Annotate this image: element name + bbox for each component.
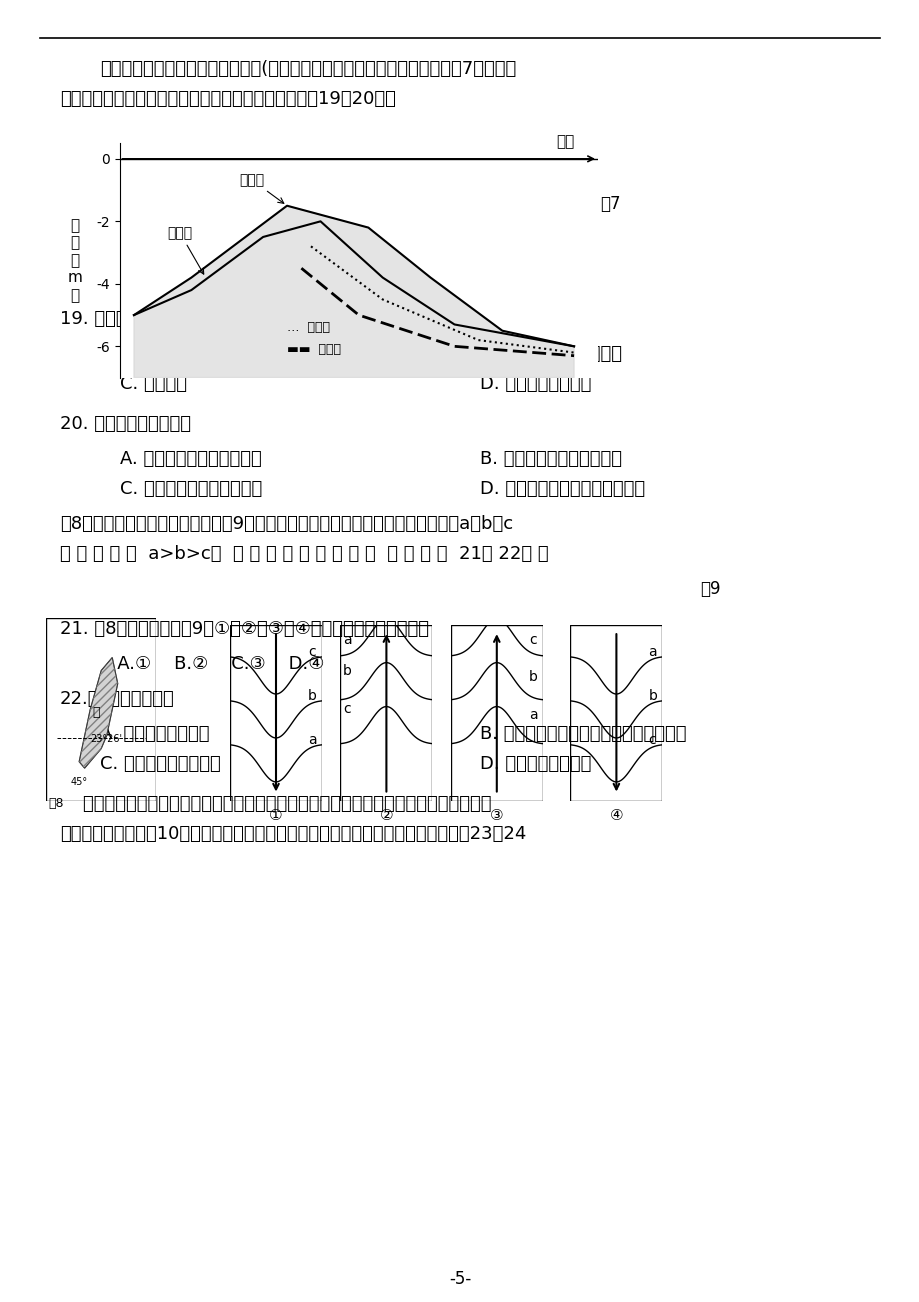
Line: 细泥沙: 细泥沙 bbox=[301, 268, 573, 355]
Text: A.①    B.②    C.③    D.④: A.① B.② C.③ D.④ bbox=[100, 655, 324, 673]
细泥沙 bbox=[568, 348, 579, 363]
Text: 22.甲处洋流的影响是: 22.甲处洋流的影响是 bbox=[60, 690, 175, 708]
Text: 图8: 图8 bbox=[48, 797, 63, 810]
Text: 45°: 45° bbox=[71, 777, 87, 788]
Text: b: b bbox=[308, 689, 317, 703]
Text: D. 海水堆积作用增强: D. 海水堆积作用增强 bbox=[480, 375, 591, 393]
Text: ③: ③ bbox=[490, 807, 503, 823]
Text: ①: ① bbox=[269, 807, 282, 823]
Line: 粗泥沙: 粗泥沙 bbox=[311, 246, 573, 353]
Text: 甲: 甲 bbox=[92, 706, 99, 719]
Text: a: a bbox=[528, 708, 537, 723]
Text: 拦门沙是位于河口区的泥沙堆积体(沙坎），受径流与海洋共同作用形成。图7为我国某: 拦门沙是位于河口区的泥沙堆积体(沙坎），受径流与海洋共同作用形成。图7为我国某 bbox=[100, 60, 516, 78]
Text: c: c bbox=[308, 646, 315, 659]
Text: …  粗泥沙: … 粗泥沙 bbox=[287, 320, 330, 333]
Text: C. 高度降低: C. 高度降低 bbox=[119, 375, 187, 393]
Text: B. 加剧海水倒灌，侵蚀海岸: B. 加剧海水倒灌，侵蚀海岸 bbox=[480, 450, 621, 467]
Polygon shape bbox=[134, 206, 573, 378]
Text: 图9: 图9 bbox=[699, 579, 720, 598]
Text: 19. 从甲时期到乙时期，拦门沙: 19. 从甲时期到乙时期，拦门沙 bbox=[60, 310, 223, 328]
Text: a: a bbox=[343, 633, 351, 647]
Y-axis label: 水
深
（
m
）: 水 深 （ m ） bbox=[68, 219, 83, 302]
粗泥沙 bbox=[305, 238, 316, 254]
Text: B. 粗泥沙位置没有明显变化: B. 粗泥沙位置没有明显变化 bbox=[480, 345, 621, 363]
Text: c: c bbox=[528, 633, 536, 647]
Text: 图7: 图7 bbox=[599, 195, 619, 214]
Text: ▬▬  细泥沙: ▬▬ 细泥沙 bbox=[287, 342, 341, 355]
Text: b: b bbox=[648, 689, 657, 703]
Text: -5-: -5- bbox=[448, 1269, 471, 1288]
Text: C. 使水道淤浅，不利于航运: C. 使水道淤浅，不利于航运 bbox=[119, 480, 262, 497]
Text: 20. 拦门沙产生的影响有: 20. 拦门沙产生的影响有 bbox=[60, 415, 191, 434]
粗泥沙 bbox=[472, 332, 483, 348]
Text: A. 向陆地方向移动: A. 向陆地方向移动 bbox=[119, 345, 219, 363]
Text: A. 加快途经海轮航速: A. 加快途经海轮航速 bbox=[100, 725, 210, 743]
Polygon shape bbox=[79, 658, 118, 768]
Text: 河口区拦门沙甲、乙两时期位置变动示意图。读图完成19～20题。: 河口区拦门沙甲、乙两时期位置变动示意图。读图完成19～20题。 bbox=[60, 90, 395, 108]
Text: c: c bbox=[343, 702, 350, 716]
Text: C. 使沿岸大气增温增湿: C. 使沿岸大气增温增湿 bbox=[100, 755, 221, 773]
Text: ②: ② bbox=[380, 807, 392, 823]
Text: 海水的短期浸泡。图10为我国不同地区盐碱地占当地耕地面积比例示意图，读图完成23～24: 海水的短期浸泡。图10为我国不同地区盐碱地占当地耕地面积比例示意图，读图完成23… bbox=[60, 825, 526, 842]
Text: 为 等 温 线 ，  a>b>c，  箭 头 表 示 洋 流 流 向 。  读 图 完 成  21～ 22题 。: 为 等 温 线 ， a>b>c， 箭 头 表 示 洋 流 流 向 。 读 图 完… bbox=[60, 546, 548, 562]
Text: 海水稻是指能在海边滩涂等盐碱地生长的水稻，可以不施肥，不打农药，其生长地不惧: 海水稻是指能在海边滩涂等盐碱地生长的水稻，可以不施肥，不打农药，其生长地不惧 bbox=[60, 796, 491, 812]
细泥沙 bbox=[448, 339, 460, 354]
Text: 图8是非洲马达加斯加岛示意图。图9是海洋表层海水温度与洋流关系示意图，图中a、b、c: 图8是非洲马达加斯加岛示意图。图9是海洋表层海水温度与洋流关系示意图，图中a、b… bbox=[60, 516, 513, 533]
Text: c: c bbox=[648, 733, 655, 747]
Text: 21. 图8甲处的洋流与图9中①、②、③、④所示的洋流性质相同的是: 21. 图8甲处的洋流与图9中①、②、③、④所示的洋流性质相同的是 bbox=[60, 620, 428, 638]
Text: D. 阻碍洪水下泄，加剧洪涝灾害: D. 阻碍洪水下泄，加剧洪涝灾害 bbox=[480, 480, 644, 497]
粗泥沙 bbox=[377, 292, 388, 307]
Text: B. 促进沿岸地区非地带性热带雨林的形成: B. 促进沿岸地区非地带性热带雨林的形成 bbox=[480, 725, 686, 743]
Text: 23°26': 23°26' bbox=[91, 734, 122, 745]
细泥沙 bbox=[353, 307, 364, 323]
Text: a: a bbox=[648, 646, 656, 659]
Text: D. 缩小海洋污染范围: D. 缩小海洋污染范围 bbox=[480, 755, 591, 773]
Text: 外海: 外海 bbox=[555, 134, 573, 150]
Text: b: b bbox=[343, 664, 352, 678]
Text: 甲时期: 甲时期 bbox=[167, 227, 203, 275]
细泥沙 bbox=[296, 260, 307, 276]
Text: a: a bbox=[308, 733, 316, 747]
Text: 乙时期: 乙时期 bbox=[239, 173, 283, 203]
Text: b: b bbox=[528, 671, 538, 685]
Text: A. 阻挡污水，减少海洋污染: A. 阻挡污水，减少海洋污染 bbox=[119, 450, 262, 467]
粗泥沙 bbox=[568, 345, 579, 361]
Text: ④: ④ bbox=[609, 807, 622, 823]
